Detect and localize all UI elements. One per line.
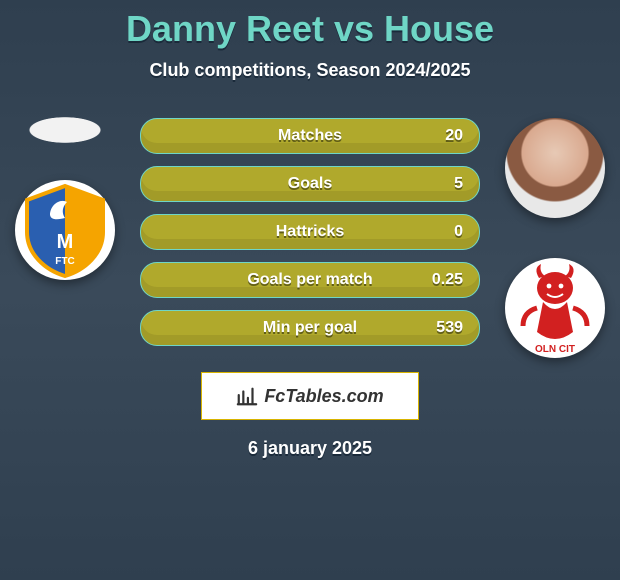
- stat-bars: Matches 20 Goals 5 Hattricks 0 Goals per…: [140, 118, 480, 358]
- player1-club-crest: M FTC: [15, 180, 115, 280]
- stat-bar: Goals 5: [140, 166, 480, 202]
- stat-label: Matches: [141, 119, 479, 153]
- source-logo[interactable]: FcTables.com: [201, 372, 419, 420]
- svg-text:FTC: FTC: [55, 256, 74, 267]
- stat-label: Goals: [141, 167, 479, 201]
- stat-value-right: 20: [445, 119, 463, 153]
- stat-bar: Hattricks 0: [140, 214, 480, 250]
- player2-photo: [505, 118, 605, 218]
- stat-value-right: 5: [454, 167, 463, 201]
- player2-club-crest: OLN CIT: [505, 258, 605, 358]
- bar-chart-icon: [236, 385, 258, 407]
- stat-label: Min per goal: [141, 311, 479, 345]
- stat-bar: Min per goal 539: [140, 310, 480, 346]
- page-subtitle: Club competitions, Season 2024/2025: [0, 60, 620, 81]
- imp-icon: OLN CIT: [505, 258, 605, 358]
- shield-icon: M FTC: [15, 180, 115, 280]
- stat-value-right: 539: [436, 311, 463, 345]
- source-logo-text: FcTables.com: [264, 386, 383, 407]
- right-column: OLN CIT: [490, 118, 620, 358]
- stat-value-right: 0: [454, 215, 463, 249]
- date-text: 6 january 2025: [0, 438, 620, 459]
- stat-bar: Matches 20: [140, 118, 480, 154]
- stat-label: Goals per match: [141, 263, 479, 297]
- footer-block: FcTables.com 6 january 2025: [0, 372, 620, 459]
- stat-bar: Goals per match 0.25: [140, 262, 480, 298]
- player1-photo-placeholder: [10, 110, 120, 150]
- stat-label: Hattricks: [141, 215, 479, 249]
- left-column: M FTC: [0, 110, 130, 280]
- stat-value-right: 0.25: [432, 263, 463, 297]
- svg-text:OLN CIT: OLN CIT: [535, 344, 575, 355]
- page-title: Danny Reet vs House: [0, 0, 620, 50]
- svg-text:M: M: [57, 231, 74, 253]
